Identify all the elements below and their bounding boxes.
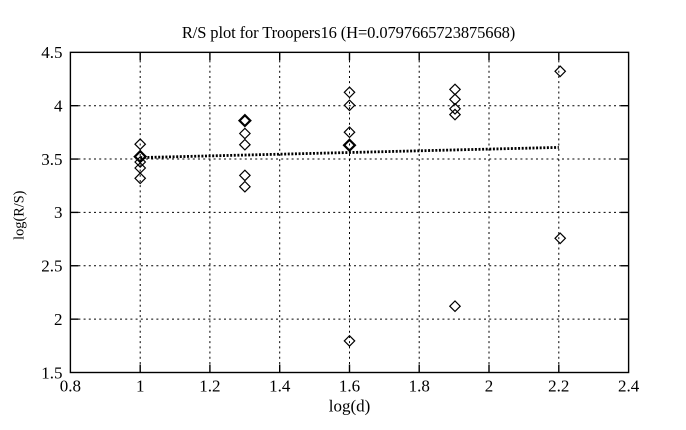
svg-text:R/S plot for Troopers16 (H=0.0: R/S plot for Troopers16 (H=0.07976657238… (182, 23, 515, 42)
svg-text:1.2: 1.2 (199, 377, 220, 396)
svg-text:0.8: 0.8 (60, 377, 81, 396)
svg-text:4.5: 4.5 (41, 43, 62, 62)
svg-text:2.4: 2.4 (618, 377, 640, 396)
svg-text:1: 1 (136, 377, 145, 396)
svg-text:3: 3 (54, 203, 63, 222)
svg-text:1.4: 1.4 (269, 377, 291, 396)
svg-text:2: 2 (485, 377, 494, 396)
svg-text:1.8: 1.8 (409, 377, 430, 396)
svg-text:log(d): log(d) (329, 397, 371, 416)
svg-text:2.5: 2.5 (41, 257, 62, 276)
svg-text:4: 4 (54, 97, 63, 116)
svg-text:2: 2 (54, 310, 63, 329)
svg-text:1.5: 1.5 (41, 363, 62, 382)
svg-text:2.2: 2.2 (548, 377, 569, 396)
svg-text:3.5: 3.5 (41, 150, 62, 169)
svg-text:1.6: 1.6 (339, 377, 360, 396)
svg-text:log(R/S): log(R/S) (12, 190, 28, 239)
